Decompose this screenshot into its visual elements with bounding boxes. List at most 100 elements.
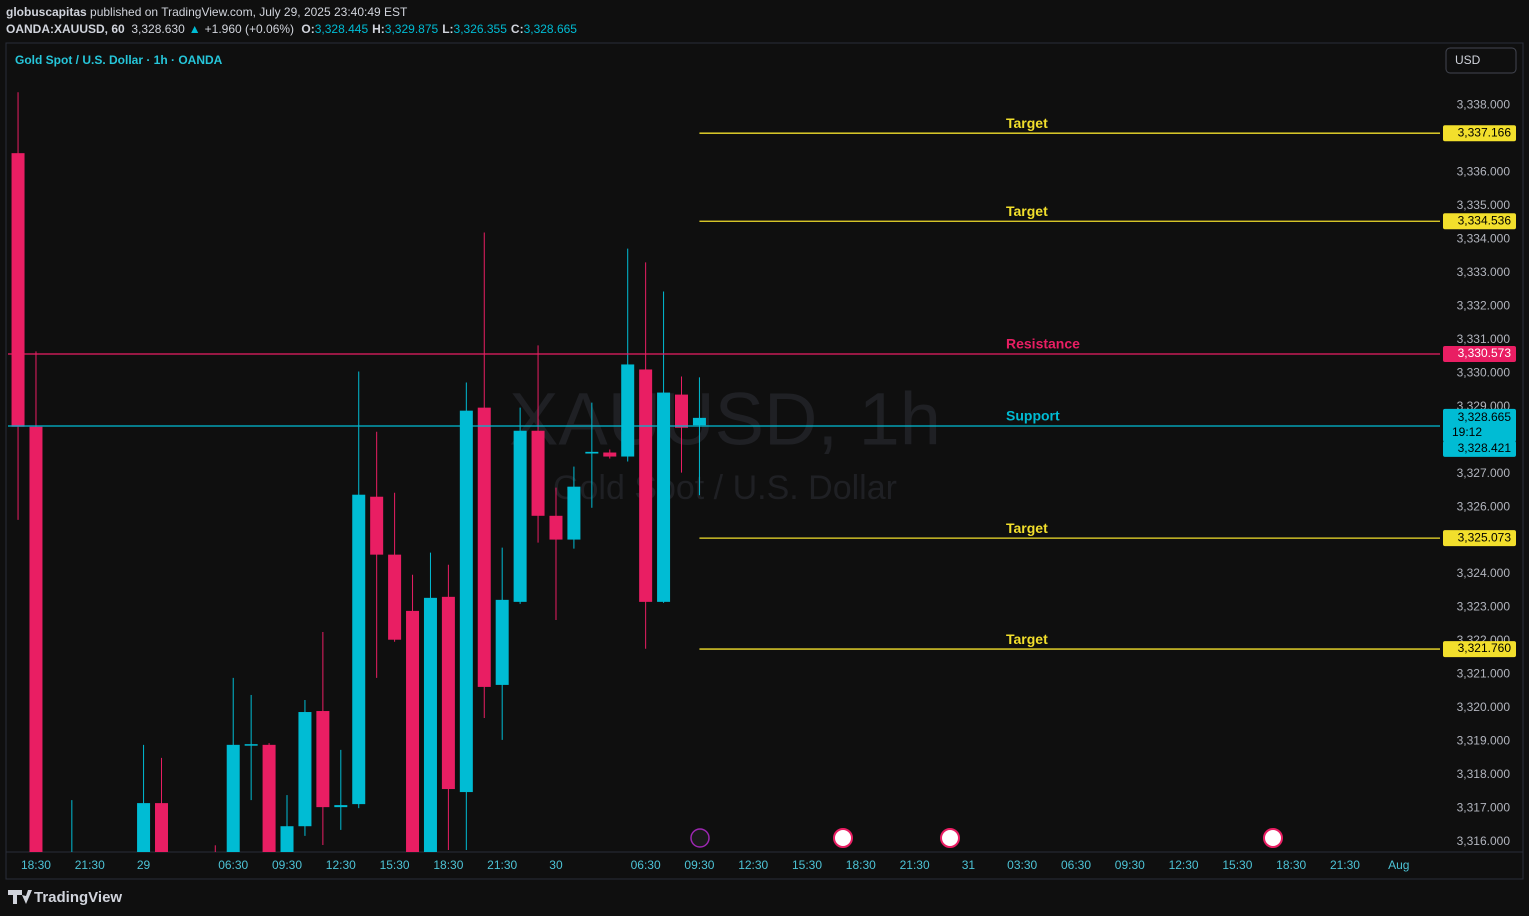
level-name: Support [1006,408,1060,424]
y-tick-label: 3,321.000 [1457,667,1511,681]
x-tick-label: 18:30 [846,858,876,872]
candle-body [549,515,563,540]
x-tick-label: 06:30 [1061,858,1091,872]
price-label-box [1443,530,1516,547]
y-tick-label: 3,332.000 [1457,298,1511,312]
x-tick-label: 21:30 [487,858,517,872]
candle-body [262,744,276,852]
x-tick-label: 15:30 [380,858,410,872]
level-name: Target [1006,520,1048,536]
event-icons [690,828,1283,848]
y-tick-label: 3,318.000 [1457,767,1511,781]
x-tick-label: 15:30 [1222,858,1252,872]
level-name: Resistance [1006,336,1080,352]
candle-body [29,426,43,852]
candle-body [459,410,473,793]
y-tick-label: 3,326.000 [1457,499,1511,513]
event-icon [1263,828,1283,848]
y-tick-label: 3,336.000 [1457,164,1511,178]
candle-body [531,430,545,516]
candle-body [585,451,599,454]
event-icon [940,828,960,848]
candle-body [352,494,366,805]
level-name: Target [1006,115,1048,131]
change: +1.960 (+0.06%) [204,22,295,36]
watermark-name: Gold Spot / U.S. Dollar [553,469,897,507]
candle-body [226,744,240,852]
x-tick-label: 21:30 [1330,858,1360,872]
ohlc-line: OANDA:XAUUSD, 60 3,328.630 ▲ +1.960 (+0.06… [6,22,581,36]
candle-body [280,826,294,852]
l-label: L: [442,22,454,36]
candle-body [423,597,437,852]
countdown: 19:12 [1452,425,1482,439]
y-tick-label: 3,317.000 [1457,801,1511,815]
frame [5,42,1524,880]
publish-line: globuscapitas published on TradingView.c… [6,5,411,19]
candle-body [692,417,706,426]
arrow: ▲ [188,22,201,36]
price-label: 3,337.166 [1458,125,1512,139]
price-label-box [1443,641,1516,658]
price-label: 3,334.536 [1458,213,1512,227]
x-tick-label: 21:30 [900,858,930,872]
plot [11,92,706,852]
candle-body [11,153,25,427]
candle-body [495,599,509,685]
candle-body [675,394,689,428]
x-tick-label: 21:30 [75,858,105,872]
price-label-box [1443,345,1516,362]
event-icon [690,828,710,848]
candle-body [603,452,617,457]
price-label-box [1443,440,1516,457]
x-tick-label: 18:30 [433,858,463,872]
last-price-box [1443,408,1516,442]
price-label: 3,328.421 [1458,441,1512,455]
candle-body [513,430,527,602]
price-label: 3,325.073 [1458,530,1512,544]
x-tick-label: 31 [962,858,976,872]
y-tick-label: 3,334.000 [1457,231,1511,245]
price-label-box [1443,125,1516,142]
x-tick-label: 30 [549,858,563,872]
published: published on TradingView.com, July 29, 2… [90,5,408,19]
x-tick-label: 12:30 [1169,858,1199,872]
legend: Gold Spot / U.S. Dollar · 1h · OANDA [15,53,223,67]
y-tick-label: 3,323.000 [1457,600,1511,614]
l: 3,326.355 [453,22,507,36]
candle-body [137,803,151,852]
currency-button[interactable] [1445,47,1517,74]
y-tick-label: 3,335.000 [1457,198,1511,212]
o-label: O: [301,22,315,36]
x-tick-label: 12:30 [326,858,356,872]
y-tick-label: 3,330.000 [1457,365,1511,379]
candle-body [316,711,330,808]
y-tick-label: 3,319.000 [1457,734,1511,748]
symbol: OANDA:XAUUSD, 60 [6,22,125,36]
candle-body [298,712,312,827]
h: 3,329.875 [384,22,439,36]
y-tick-label: 3,324.000 [1457,566,1511,580]
candle-body [441,596,455,790]
level-name: Target [1006,631,1048,647]
publisher: globuscapitas [6,5,87,19]
y-tick-label: 3,338.000 [1457,97,1511,111]
candle-body [621,364,635,457]
price-label-box [1443,213,1516,230]
candle-body [477,407,491,687]
candle-body [388,554,402,640]
last-price-label: 3,328.665 [1458,410,1512,424]
candle-body [639,369,653,602]
x-tick-label: 09:30 [1115,858,1145,872]
x-tick-label: 09:30 [272,858,302,872]
last: 3,328.630 [131,22,185,36]
currency[interactable]: USD [1455,53,1481,67]
candle-body [657,392,671,602]
x-tick-label: 12:30 [738,858,768,872]
level-name: Target [1006,203,1048,219]
x-tick-label: 18:30 [21,858,51,872]
x-tick-label: 03:30 [1007,858,1037,872]
x-tick-label: 15:30 [792,858,822,872]
